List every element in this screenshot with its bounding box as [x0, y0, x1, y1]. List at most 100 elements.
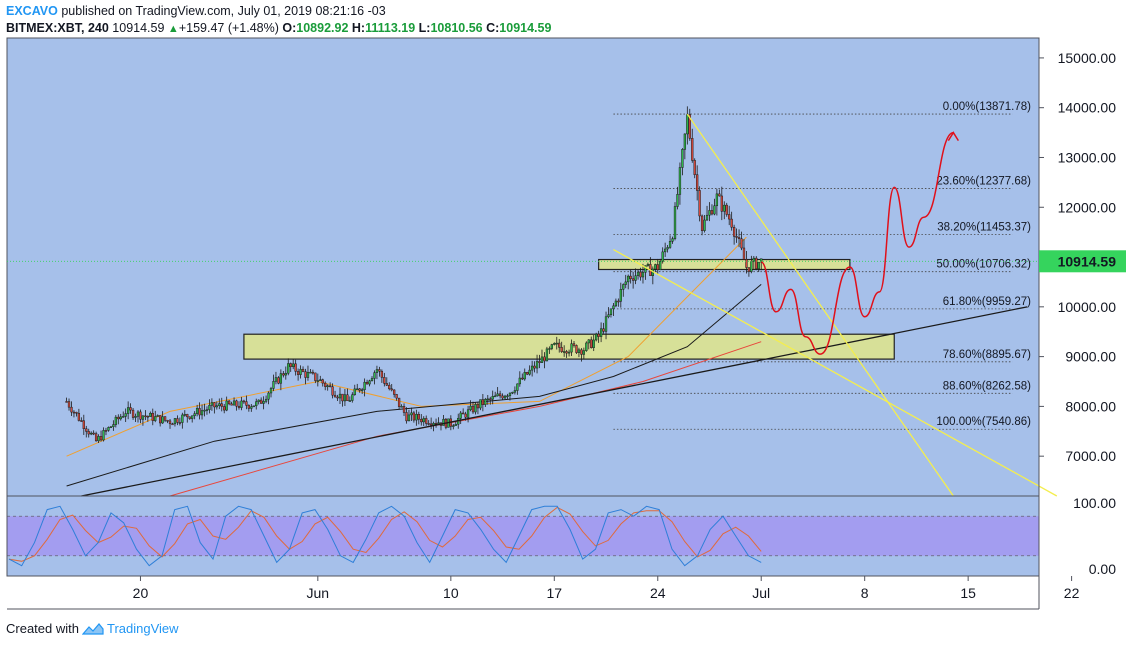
candle-body	[543, 356, 546, 362]
candle-body	[698, 190, 701, 217]
candle-body	[405, 412, 408, 422]
symbol-label: BITMEX:XBT, 240	[6, 21, 109, 35]
change-value: +159.47 (+1.48%)	[178, 21, 279, 35]
candle-body	[296, 371, 300, 375]
candle-body	[750, 261, 753, 272]
candle-body	[713, 205, 716, 215]
candle-body	[178, 422, 182, 424]
moving-average-line	[169, 341, 762, 497]
candle-body	[755, 257, 758, 270]
candle-body	[410, 412, 413, 416]
candle-body	[373, 372, 376, 379]
candle-body	[65, 401, 68, 403]
candle-body	[361, 389, 364, 391]
candle-body	[715, 193, 719, 207]
candle-body	[328, 385, 332, 388]
oscillator-lines	[7, 505, 1039, 567]
candle-body	[292, 363, 295, 367]
y-tick-label: 10000.00	[1058, 299, 1117, 315]
fib-level-label: 88.60%(8262.58)	[943, 380, 1031, 392]
candle-body	[590, 339, 593, 348]
candle-body	[314, 372, 317, 381]
candle-body	[141, 415, 145, 420]
candle-body	[688, 114, 691, 139]
candle-body	[186, 414, 189, 418]
candle-body	[681, 149, 684, 168]
candle-body	[92, 432, 95, 435]
candle-body	[353, 388, 356, 395]
candle-body	[462, 412, 465, 415]
candles	[65, 106, 763, 443]
oscillator-tick-label: 100.00	[1073, 495, 1116, 511]
candle-body	[676, 194, 679, 207]
candle-body	[609, 308, 613, 315]
candle-body	[700, 215, 704, 231]
candle-body	[277, 377, 280, 384]
candle-body	[597, 333, 600, 337]
candle-body	[168, 420, 172, 425]
candle-body	[218, 403, 221, 406]
fib-level-label: 0.00%(13871.78)	[943, 101, 1031, 113]
candle-body	[301, 368, 305, 372]
candle-body	[752, 257, 755, 262]
candle-body	[316, 380, 319, 382]
candle-body	[664, 248, 667, 253]
candle-body	[112, 424, 115, 428]
fib-level-label: 23.60%(12377.68)	[936, 175, 1031, 187]
candle-body	[641, 272, 645, 278]
candle-body	[627, 275, 630, 283]
x-tick-label: 8	[861, 585, 869, 601]
last-price: 10914.59	[112, 21, 165, 35]
trendline	[81, 306, 1028, 497]
candle-body	[425, 418, 428, 424]
candle-body	[693, 160, 696, 175]
candle-body	[496, 393, 499, 397]
candle-body	[513, 390, 517, 393]
tradingview-link[interactable]: TradingView	[106, 621, 179, 636]
candle-body	[397, 397, 401, 407]
candle-body	[560, 347, 563, 352]
low-label: L:	[418, 21, 431, 35]
candle-body	[518, 377, 521, 385]
candle-body	[227, 400, 231, 405]
candle-body	[644, 265, 647, 273]
candle-body	[122, 416, 125, 418]
author-link[interactable]: EXCAVO	[6, 4, 58, 18]
candle-body	[402, 406, 406, 413]
candle-body	[592, 339, 595, 348]
candle-body	[412, 412, 416, 421]
candle-body	[422, 418, 425, 423]
candle-body	[585, 342, 588, 351]
candle-body	[85, 428, 88, 432]
candle-body	[533, 365, 536, 369]
candle-body	[393, 389, 396, 395]
candle-body	[274, 377, 278, 382]
candle-body	[119, 416, 122, 420]
candle-body	[272, 381, 275, 389]
candle-body	[338, 393, 342, 399]
candle-body	[417, 413, 420, 420]
projection-curve	[760, 131, 954, 355]
candle-body	[368, 380, 371, 385]
candle-body	[742, 247, 746, 260]
candle-body	[336, 396, 339, 399]
open-label: O:	[282, 21, 297, 35]
candle-body	[220, 403, 223, 407]
candle-body	[400, 406, 403, 408]
candle-body	[146, 415, 149, 418]
candle-body	[375, 369, 379, 373]
candle-body	[599, 328, 603, 337]
y-tick-label: 9000.00	[1065, 349, 1116, 365]
candle-body	[570, 343, 573, 353]
candle-body	[232, 400, 236, 406]
y-tick-label: 7000.00	[1065, 448, 1116, 464]
candle-body	[358, 388, 361, 391]
x-tick-label: 22	[1064, 585, 1080, 601]
candle-body	[548, 348, 551, 350]
candle-body	[580, 349, 583, 355]
candle-body	[429, 423, 433, 426]
candle-body	[267, 392, 270, 400]
candle-body	[607, 314, 610, 318]
candle-body	[191, 415, 194, 419]
candle-body	[720, 195, 723, 212]
